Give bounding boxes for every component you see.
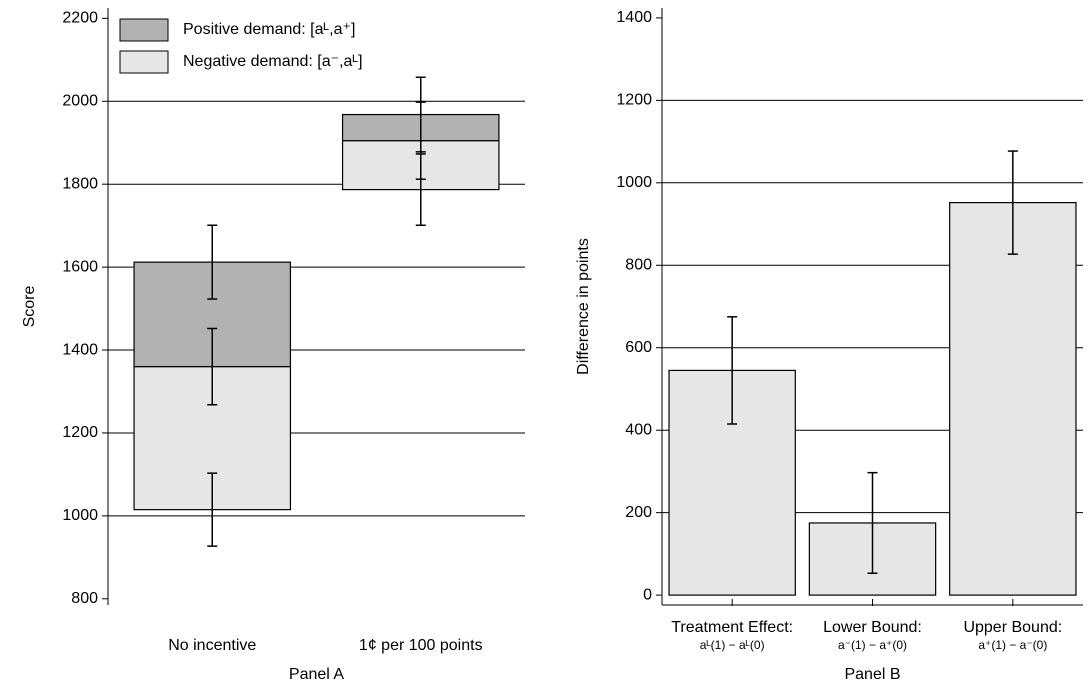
y-tick-label: 1200 [62, 424, 98, 441]
x-tick-sublabel: aᴸ(1) − aᴸ(0) [700, 638, 765, 652]
legend-swatch [119, 18, 169, 42]
x-tick-label: Upper Bound: [963, 619, 1062, 636]
x-tick-label: Treatment Effect: [671, 619, 793, 636]
y-tick-label: 0 [643, 586, 652, 603]
y-axis-label: Score [21, 286, 38, 328]
y-tick-label: 1800 [62, 175, 98, 192]
y-tick-label: 400 [625, 421, 652, 438]
y-tick-label: 1200 [616, 92, 652, 109]
x-tick-label: 1¢ per 100 points [359, 637, 483, 654]
x-tick-sublabel: a⁻(1) − a⁺(0) [838, 638, 907, 652]
legend-label: Positive demand: [aᴸ,a⁺] [183, 21, 355, 38]
y-tick-label: 1600 [62, 258, 98, 275]
y-tick-label: 200 [625, 504, 652, 521]
y-axis-label: Difference in points [575, 238, 592, 375]
legend-label: Negative demand: [a⁻,aᴸ] [183, 53, 363, 70]
y-tick-label: 800 [625, 256, 652, 273]
x-axis-label: Panel B [844, 666, 900, 683]
y-tick-label: 1400 [62, 341, 98, 358]
legend-swatch [119, 50, 169, 74]
y-tick-label: 1000 [616, 174, 652, 191]
y-tick-label: 1000 [62, 507, 98, 524]
y-tick-label: 600 [625, 339, 652, 356]
bar [949, 202, 1077, 596]
x-axis-label: Panel A [289, 666, 344, 683]
y-tick-label: 800 [71, 590, 98, 607]
x-tick-label: Lower Bound: [823, 619, 922, 636]
y-tick-label: 2000 [62, 93, 98, 110]
x-tick-sublabel: a⁺(1) − a⁻(0) [978, 638, 1047, 652]
y-tick-label: 1400 [616, 9, 652, 26]
x-tick-label: No incentive [168, 637, 256, 654]
y-tick-label: 2200 [62, 10, 98, 27]
